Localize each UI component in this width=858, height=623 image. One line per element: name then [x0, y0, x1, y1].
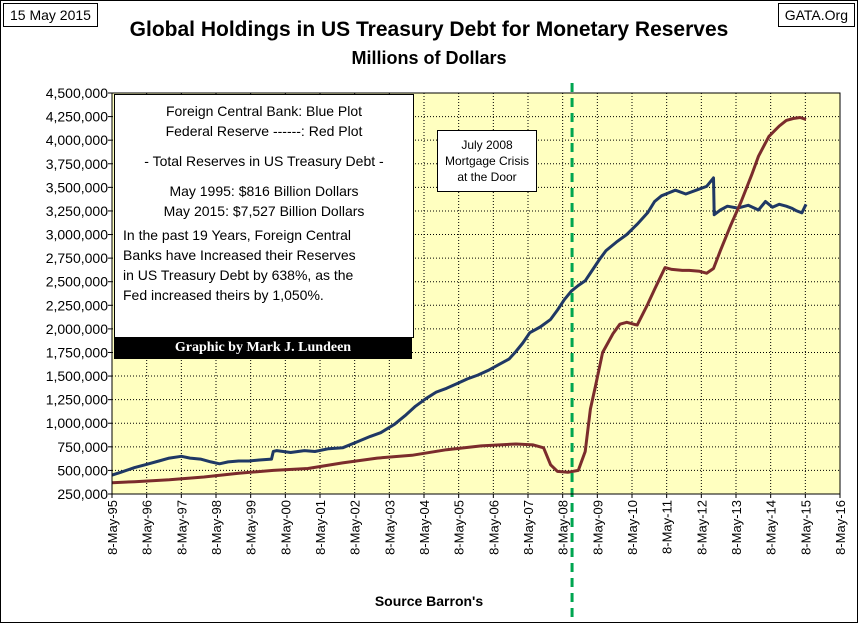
y-tick-label: 2,250,000 [46, 297, 108, 313]
crisis-annotation: July 2008 Mortgage Crisis at the Door [437, 130, 537, 192]
x-tick-label: 8-May-99 [244, 500, 259, 555]
x-tick-label: 8-May-15 [798, 500, 813, 555]
x-tick-label: 8-May-11 [660, 500, 675, 554]
info-line: Federal Reserve ------: Red Plot [165, 123, 363, 139]
info-line: - Total Reserves in US Treasury Debt - [144, 153, 384, 169]
info-line: Banks have Increased their Reserves [123, 247, 356, 263]
x-tick-label: 8-May-98 [209, 500, 224, 555]
y-tick-label: 2,750,000 [46, 250, 108, 266]
x-tick-label: 8-May-13 [729, 500, 744, 555]
x-tick-label: 8-May-08 [556, 500, 571, 555]
info-line: Fed increased theirs by 1,050%. [123, 287, 324, 303]
x-tick-label: 8-May-01 [313, 500, 328, 555]
y-tick-label: 1,250,000 [46, 392, 108, 408]
y-tick-label: 4,500,000 [46, 85, 108, 101]
x-tick-label: 8-May-03 [382, 500, 397, 555]
info-line: In the past 19 Years, Foreign Central [123, 227, 352, 243]
y-tick-label: 4,000,000 [46, 132, 108, 148]
credit-banner: Graphic by Mark J. Lundeen [114, 337, 412, 359]
chart-subtitle: Millions of Dollars [351, 48, 507, 68]
x-tick-label: 8-May-05 [452, 500, 467, 555]
info-line: May 2015: $7,527 Billion Dollars [163, 203, 365, 219]
chart-title: Global Holdings in US Treasury Debt for … [129, 18, 729, 41]
annotation-line: Mortgage Crisis [444, 154, 530, 168]
y-tick-label: 2,000,000 [46, 321, 108, 337]
plot-border [111, 92, 841, 495]
x-tick-label: 8-May-12 [694, 500, 709, 555]
info-line: in US Treasury Debt by 638%, as the [123, 267, 354, 283]
x-tick-label: 8-May-00 [278, 500, 293, 555]
y-tick-label: 4,250,000 [46, 109, 108, 125]
annotation-line: at the Door [457, 170, 517, 184]
y-tick-label: 250,000 [57, 486, 108, 502]
y-axis: 250,000 500,000 750,000 1,000,000 1,250,000 1… [46, 85, 112, 502]
y-tick-label: 3,250,000 [46, 203, 108, 219]
info-line: Foreign Central Bank: Blue Plot [165, 103, 363, 119]
info-box: Foreign Central Bank: Blue Plot Federal … [114, 94, 414, 338]
y-tick-label: 3,750,000 [46, 156, 108, 172]
y-tick-label: 750,000 [57, 439, 108, 455]
series-group [111, 116, 808, 485]
x-axis: 8-May-95 8-May-96 8-May-97 8-May-98 8-May-99… [105, 494, 848, 555]
x-tick-label: 8-May-95 [105, 500, 120, 555]
y-tick-label: 1,750,000 [46, 344, 108, 360]
y-tick-label: 2,500,000 [46, 274, 108, 290]
y-tick-label: 3,000,000 [46, 227, 108, 243]
x-tick-label: 8-May-07 [521, 500, 536, 555]
x-tick-label: 8-May-02 [348, 500, 363, 555]
y-tick-label: 3,500,000 [46, 179, 108, 195]
y-tick-label: 500,000 [57, 462, 108, 478]
site-label: GATA.Org [777, 3, 855, 27]
x-tick-label: 8-May-96 [140, 500, 155, 555]
y-tick-label: 1,000,000 [46, 415, 108, 431]
x-tick-label: 8-May-16 [833, 500, 848, 555]
annotation-line: July 2008 [461, 138, 513, 152]
y-tick-label: 1,500,000 [46, 368, 108, 384]
x-tick-label: 8-May-04 [417, 500, 432, 555]
x-tick-label: 8-May-06 [486, 500, 501, 555]
foreign-central-bank-line [111, 176, 808, 477]
x-tick-label: 8-May-10 [625, 500, 640, 555]
info-line: May 1995: $816 Billion Dollars [169, 183, 359, 199]
x-tick-label: 8-May-14 [764, 500, 779, 555]
x-tick-label: 8-May-09 [590, 500, 605, 555]
x-axis-label: Source Barron's [374, 593, 484, 609]
x-tick-label: 8-May-97 [174, 500, 189, 555]
date-label: 15 May 2015 [3, 3, 98, 27]
federal-reserve-line [112, 116, 807, 485]
